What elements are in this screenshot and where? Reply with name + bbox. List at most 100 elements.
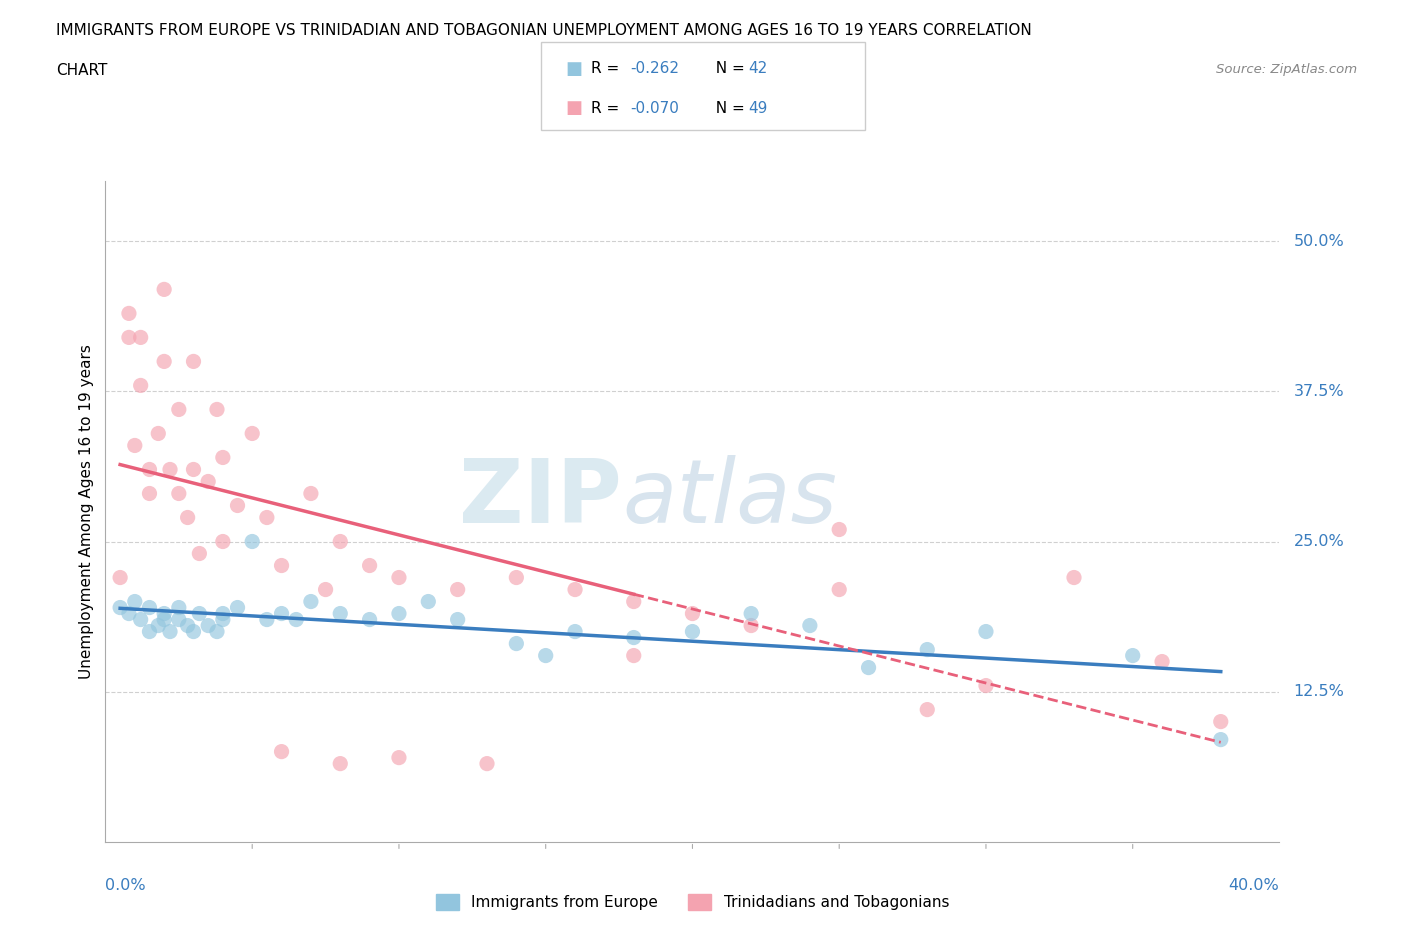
Text: ■: ■ — [565, 100, 582, 117]
Point — [1122, 648, 1144, 663]
Text: CHART: CHART — [56, 63, 108, 78]
Point — [299, 594, 322, 609]
Text: 42: 42 — [748, 61, 768, 76]
Point — [138, 600, 160, 615]
Point — [138, 624, 160, 639]
Point — [226, 498, 249, 513]
Point — [564, 624, 586, 639]
Point — [858, 660, 880, 675]
Point — [388, 606, 411, 621]
Point — [329, 534, 352, 549]
Point — [240, 534, 263, 549]
Point — [167, 600, 190, 615]
Point — [1150, 654, 1173, 669]
Point — [188, 606, 211, 621]
Point — [205, 402, 228, 417]
Point — [329, 606, 352, 621]
Text: 49: 49 — [748, 100, 768, 115]
Point — [118, 306, 141, 321]
Point — [138, 486, 160, 501]
Point — [153, 354, 176, 369]
Point — [505, 636, 527, 651]
Point — [388, 570, 411, 585]
Point — [682, 624, 704, 639]
Point — [917, 702, 939, 717]
Point — [740, 606, 762, 621]
Point — [623, 648, 645, 663]
Point — [505, 570, 527, 585]
Point — [315, 582, 337, 597]
Point — [828, 582, 851, 597]
Point — [256, 510, 278, 525]
Point — [176, 510, 198, 525]
Point — [183, 462, 205, 477]
Point — [1209, 732, 1232, 747]
Point — [974, 678, 997, 693]
Text: 25.0%: 25.0% — [1294, 534, 1344, 549]
Point — [682, 606, 704, 621]
Point — [359, 612, 381, 627]
Point — [446, 612, 468, 627]
Point — [446, 582, 468, 597]
Text: N =: N = — [706, 61, 749, 76]
Point — [211, 612, 233, 627]
Point — [148, 618, 170, 633]
Point — [197, 474, 219, 489]
Point — [623, 594, 645, 609]
Point — [211, 450, 233, 465]
Text: -0.070: -0.070 — [630, 100, 679, 115]
Point — [329, 756, 352, 771]
Point — [270, 744, 292, 759]
Point — [159, 624, 181, 639]
Legend: Immigrants from Europe, Trinidadians and Tobagonians: Immigrants from Europe, Trinidadians and… — [436, 894, 949, 910]
Point — [418, 594, 440, 609]
Point — [799, 618, 821, 633]
Point — [183, 624, 205, 639]
Point — [270, 606, 292, 621]
Point — [285, 612, 308, 627]
Point — [167, 486, 190, 501]
Point — [176, 618, 198, 633]
Point — [108, 570, 131, 585]
Point — [564, 582, 586, 597]
Point — [226, 600, 249, 615]
Text: R =: R = — [591, 61, 624, 76]
Text: 37.5%: 37.5% — [1294, 384, 1344, 399]
Point — [138, 462, 160, 477]
Text: N =: N = — [706, 100, 749, 115]
Text: ZIP: ZIP — [460, 455, 621, 542]
Point — [124, 594, 146, 609]
Point — [740, 618, 762, 633]
Point — [1209, 714, 1232, 729]
Y-axis label: Unemployment Among Ages 16 to 19 years: Unemployment Among Ages 16 to 19 years — [79, 344, 94, 679]
Point — [917, 642, 939, 657]
Point — [388, 751, 411, 765]
Text: 50.0%: 50.0% — [1294, 233, 1344, 249]
Point — [159, 462, 181, 477]
Text: ■: ■ — [565, 60, 582, 77]
Text: 0.0%: 0.0% — [105, 878, 146, 893]
Point — [129, 378, 152, 392]
Point — [108, 600, 131, 615]
Point — [623, 631, 645, 645]
Text: Source: ZipAtlas.com: Source: ZipAtlas.com — [1216, 63, 1357, 76]
Point — [129, 330, 152, 345]
Point — [197, 618, 219, 633]
Point — [188, 546, 211, 561]
Point — [270, 558, 292, 573]
Point — [129, 612, 152, 627]
Point — [534, 648, 557, 663]
Point — [153, 606, 176, 621]
Point — [974, 624, 997, 639]
Text: -0.262: -0.262 — [630, 61, 679, 76]
Point — [153, 612, 176, 627]
Text: 12.5%: 12.5% — [1294, 684, 1344, 699]
Text: atlas: atlas — [621, 456, 837, 541]
Point — [256, 612, 278, 627]
Point — [359, 558, 381, 573]
Point — [153, 282, 176, 297]
Point — [1063, 570, 1085, 585]
Point — [475, 756, 498, 771]
Point — [205, 624, 228, 639]
Text: IMMIGRANTS FROM EUROPE VS TRINIDADIAN AND TOBAGONIAN UNEMPLOYMENT AMONG AGES 16 : IMMIGRANTS FROM EUROPE VS TRINIDADIAN AN… — [56, 23, 1032, 38]
